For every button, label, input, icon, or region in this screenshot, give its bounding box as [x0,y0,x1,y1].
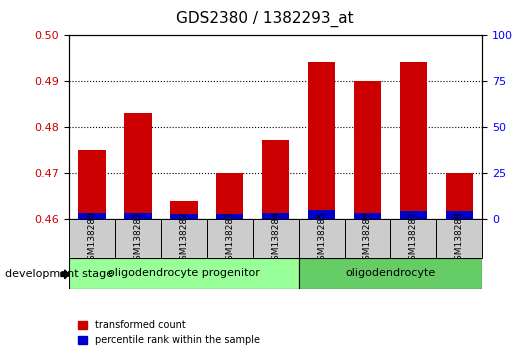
Bar [400,211,427,219]
Text: GSM138286: GSM138286 [363,211,372,267]
FancyBboxPatch shape [161,219,207,258]
Bar [124,213,152,219]
Bar [216,173,243,219]
Text: GDS2380 / 1382293_at: GDS2380 / 1382293_at [176,11,354,27]
FancyBboxPatch shape [391,219,436,258]
Bar [170,201,198,219]
FancyBboxPatch shape [253,219,298,258]
Bar [262,212,289,219]
Text: GSM138283: GSM138283 [225,211,234,267]
FancyBboxPatch shape [207,219,253,258]
Text: GSM138285: GSM138285 [317,211,326,267]
Bar [400,62,427,219]
Bar [308,62,335,219]
FancyBboxPatch shape [298,258,482,289]
Text: oligodendrocyte progenitor: oligodendrocyte progenitor [108,268,260,279]
Bar [78,149,105,219]
Text: GSM138284: GSM138284 [271,212,280,266]
Bar [216,214,243,219]
Text: GSM138288: GSM138288 [455,211,464,267]
Text: GSM138282: GSM138282 [179,212,188,266]
Bar [262,140,289,219]
FancyBboxPatch shape [69,258,298,289]
Bar [78,212,105,219]
Bar [446,211,473,219]
FancyBboxPatch shape [344,219,391,258]
FancyBboxPatch shape [298,219,344,258]
Text: oligodendrocyte: oligodendrocyte [346,268,436,279]
Text: development stage: development stage [5,269,113,279]
Text: GSM138287: GSM138287 [409,211,418,267]
FancyBboxPatch shape [69,219,115,258]
Bar [124,113,152,219]
Bar [308,210,335,219]
Text: GSM138281: GSM138281 [134,211,142,267]
Bar [446,173,473,219]
FancyBboxPatch shape [436,219,482,258]
FancyBboxPatch shape [115,219,161,258]
Bar [354,212,381,219]
Bar [354,81,381,219]
Bar [170,214,198,219]
Text: GSM138280: GSM138280 [87,211,96,267]
Legend: transformed count, percentile rank within the sample: transformed count, percentile rank withi… [74,316,264,349]
